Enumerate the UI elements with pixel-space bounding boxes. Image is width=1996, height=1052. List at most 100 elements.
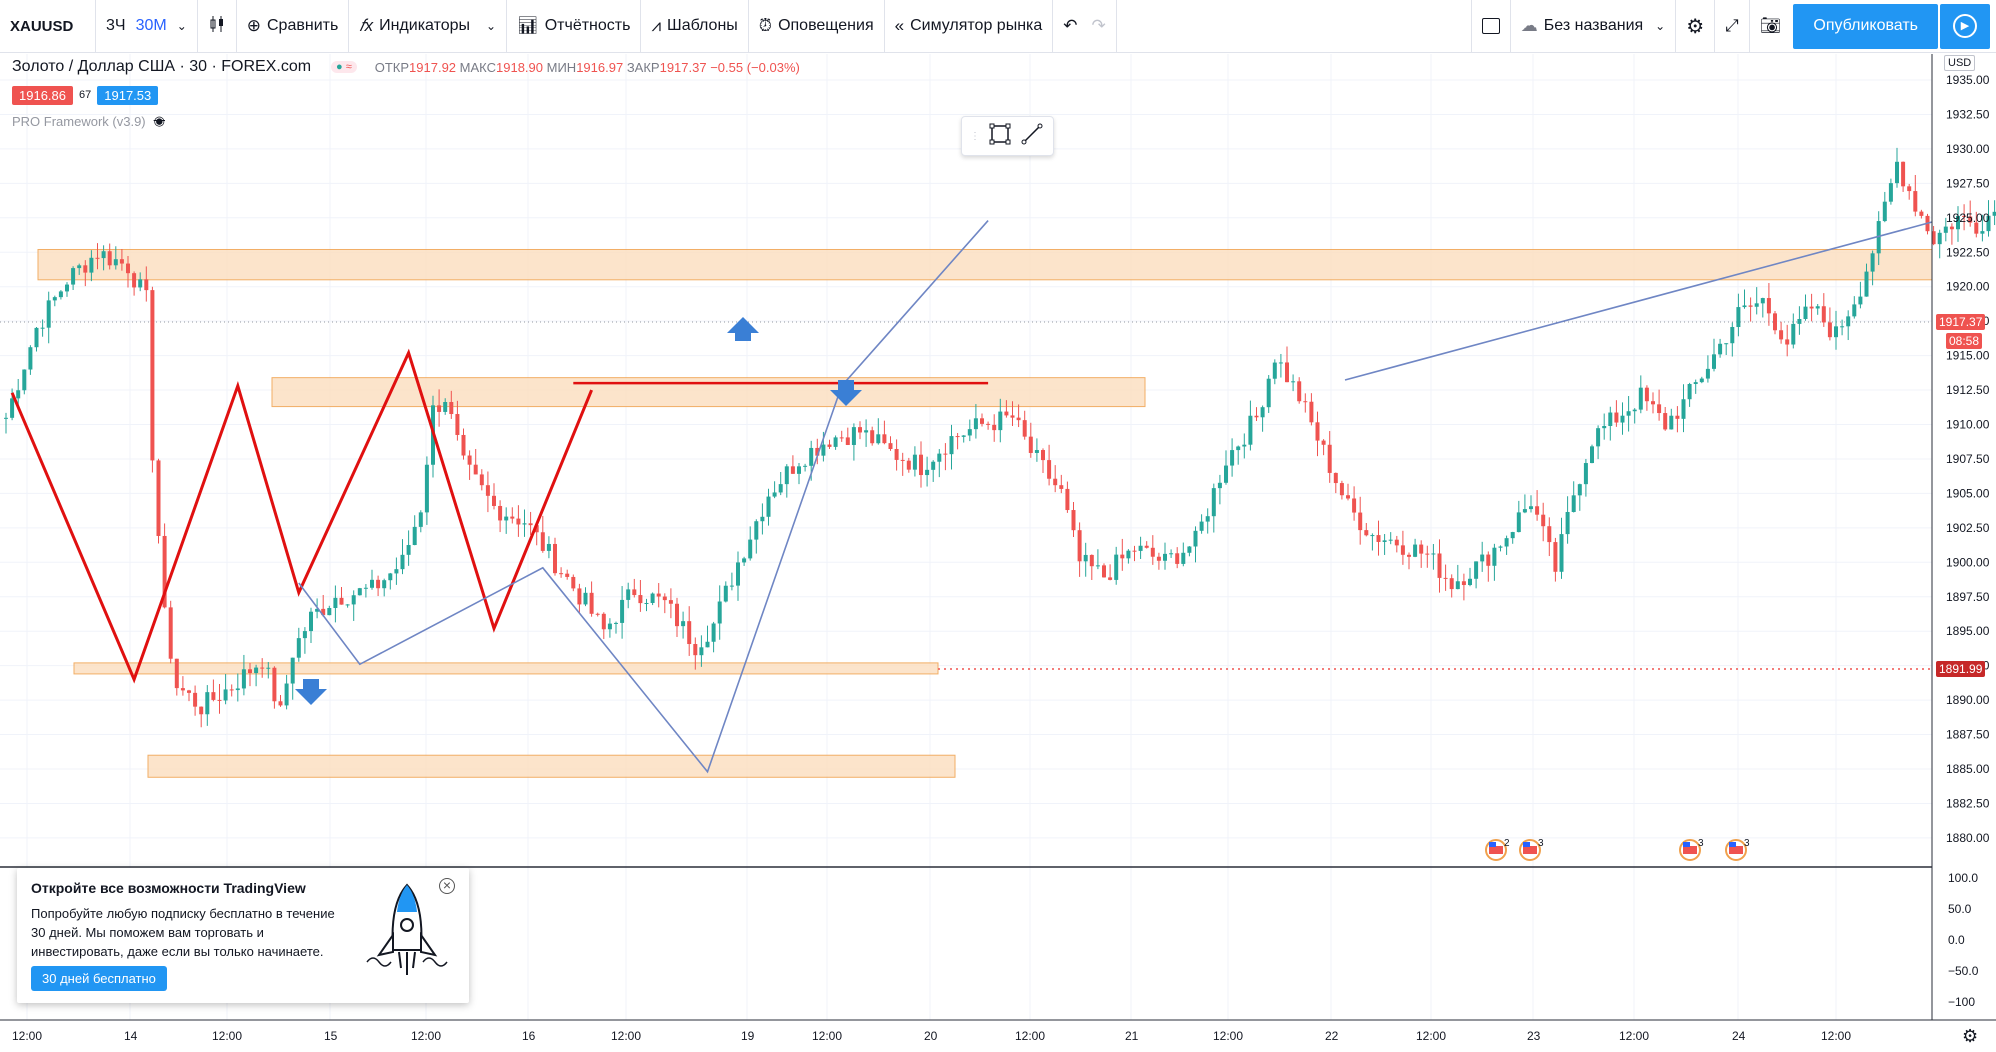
chevron-down-icon[interactable]: ⌄ [176, 19, 187, 33]
candle-body [699, 647, 704, 656]
eye-off-icon[interactable]: ◉ [153, 113, 165, 128]
play-button[interactable]: ▶ [1940, 3, 1990, 49]
open-value: 1917.92 [409, 59, 457, 75]
candle-body [65, 284, 69, 292]
interval-30m[interactable]: 30М [135, 17, 167, 34]
candle-body [1468, 578, 1472, 586]
candle-body [583, 592, 588, 605]
candle-body [1102, 565, 1106, 578]
candle-body [1840, 326, 1845, 328]
candle-body [327, 608, 332, 616]
price-chart[interactable]: 1935.00 1932.50 1930.00 1927.50 1925.00 1922.… [0, 54, 1996, 1052]
candle-body [455, 414, 460, 435]
interval-selector[interactable]: 3Ч 30М ⌄ [96, 0, 198, 53]
zone-rect [147, 754, 956, 778]
candle-body [1779, 330, 1784, 340]
candle-body [882, 434, 887, 444]
time-tick-label: 12:00 [1213, 1029, 1243, 1043]
candle-body [1760, 298, 1765, 304]
candle-body [1724, 343, 1729, 345]
settings-button[interactable]: ⚙︎ [1676, 0, 1716, 53]
candle-body [1004, 411, 1009, 416]
arrow-down-icon [295, 679, 327, 705]
price-tick-label: 1882.50 [1946, 796, 1990, 810]
candle-body [644, 602, 649, 604]
candle-body [388, 573, 393, 581]
candle-body [858, 427, 862, 433]
candle-body [1449, 578, 1454, 590]
candle-body [1504, 538, 1509, 547]
financials-button[interactable]: 📊︎ Отчётность [507, 0, 642, 53]
candle-body [638, 595, 643, 604]
rectangle-icon[interactable] [988, 122, 1012, 151]
ohlc-values: ОТКР1917.92 МАКС1918.90 МИН1916.97 ЗАКР1… [375, 60, 800, 75]
candle-body [1394, 539, 1399, 546]
chart-grid [0, 54, 1932, 1020]
time-tick-label: 23 [1527, 1029, 1541, 1043]
bid-button[interactable]: 1916.86 [12, 85, 73, 105]
settings-corner-icon[interactable]: ⚙︎ [1962, 1026, 1979, 1046]
candle-body [967, 429, 972, 436]
candle-body [516, 518, 521, 525]
ref-price-tag: 1891.99 [1936, 661, 1986, 677]
candle-body [1858, 296, 1863, 305]
redo-icon[interactable]: ↷ [1091, 16, 1106, 35]
candle-body [1791, 323, 1796, 345]
layout-toggle[interactable] [1470, 0, 1511, 53]
candle-body [998, 411, 1003, 431]
drag-handle[interactable]: ⋮ [970, 130, 980, 142]
candle-body [1156, 556, 1161, 561]
candle-body [949, 436, 954, 455]
candle-body [1992, 211, 1996, 216]
candle-body [284, 683, 289, 706]
candle-body [955, 436, 960, 438]
candle-body [1522, 509, 1527, 513]
templates-button[interactable]: ⩘ Шаблоны [641, 0, 749, 53]
indicator-name[interactable]: PRO Framework (v3.9) [12, 113, 146, 129]
replay-button[interactable]: « Симулятор рынка [885, 0, 1054, 53]
high-label: МАКС [459, 59, 496, 75]
trend-line-icon[interactable] [1020, 122, 1044, 151]
candle-body [650, 593, 655, 603]
oscillator-tick-label: 100.0 [1948, 871, 1978, 885]
candle-body [1846, 316, 1851, 327]
compare-button[interactable]: ⊕ Сравнить [237, 0, 350, 53]
snapshot-button[interactable]: 📷︎ [1750, 0, 1792, 53]
candle-body [1144, 545, 1149, 548]
fullscreen-button[interactable]: ⤢ [1715, 0, 1750, 53]
ask-button[interactable]: 1917.53 [97, 85, 159, 105]
candle-body [1736, 307, 1741, 328]
candle-body [357, 588, 362, 596]
interval-3h[interactable]: 3Ч [106, 17, 126, 34]
flag-canton [1683, 842, 1690, 847]
candle-body [1730, 327, 1735, 344]
price-tick-label: 1900.00 [1946, 555, 1990, 569]
alerts-button[interactable]: ⏰︎ Оповещения [749, 0, 885, 53]
economic-events: 2 3 3 3 [1485, 838, 1750, 861]
flag-stripe [1729, 846, 1743, 854]
candle-body [1797, 318, 1802, 324]
candle-body [1681, 399, 1686, 419]
legend-title[interactable]: Золото / Доллар США · 30 · FOREX.com [12, 58, 312, 75]
candle-body [1596, 428, 1601, 447]
candle-body [534, 525, 539, 533]
candle-body [705, 641, 710, 648]
candles-icon [208, 15, 226, 38]
candle-body [973, 418, 978, 430]
undo-icon[interactable]: ↶ [1063, 16, 1078, 35]
candle-body [1224, 465, 1228, 483]
trial-button[interactable]: 30 дней бесплатно [31, 966, 167, 991]
close-icon[interactable]: × [439, 878, 455, 894]
flag-stripe [1523, 846, 1537, 854]
indicators-button[interactable]: 𝑓x Индикаторы ⌄ [349, 0, 508, 53]
candle-body [1968, 216, 1973, 223]
price-tick-label: 1932.50 [1946, 107, 1990, 121]
candle-body [1699, 378, 1704, 383]
candle-body [266, 667, 271, 669]
publish-button[interactable]: Опубликовать [1793, 3, 1938, 49]
chart-type-button[interactable] [198, 0, 237, 53]
open-label: ОТКР [374, 59, 410, 75]
layout-name-button[interactable]: ☁︎ Без названия ⌄ [1511, 0, 1677, 53]
symbol-search[interactable]: XAUUSD [0, 0, 96, 53]
time-tick-label: 12:00 [1821, 1029, 1851, 1043]
